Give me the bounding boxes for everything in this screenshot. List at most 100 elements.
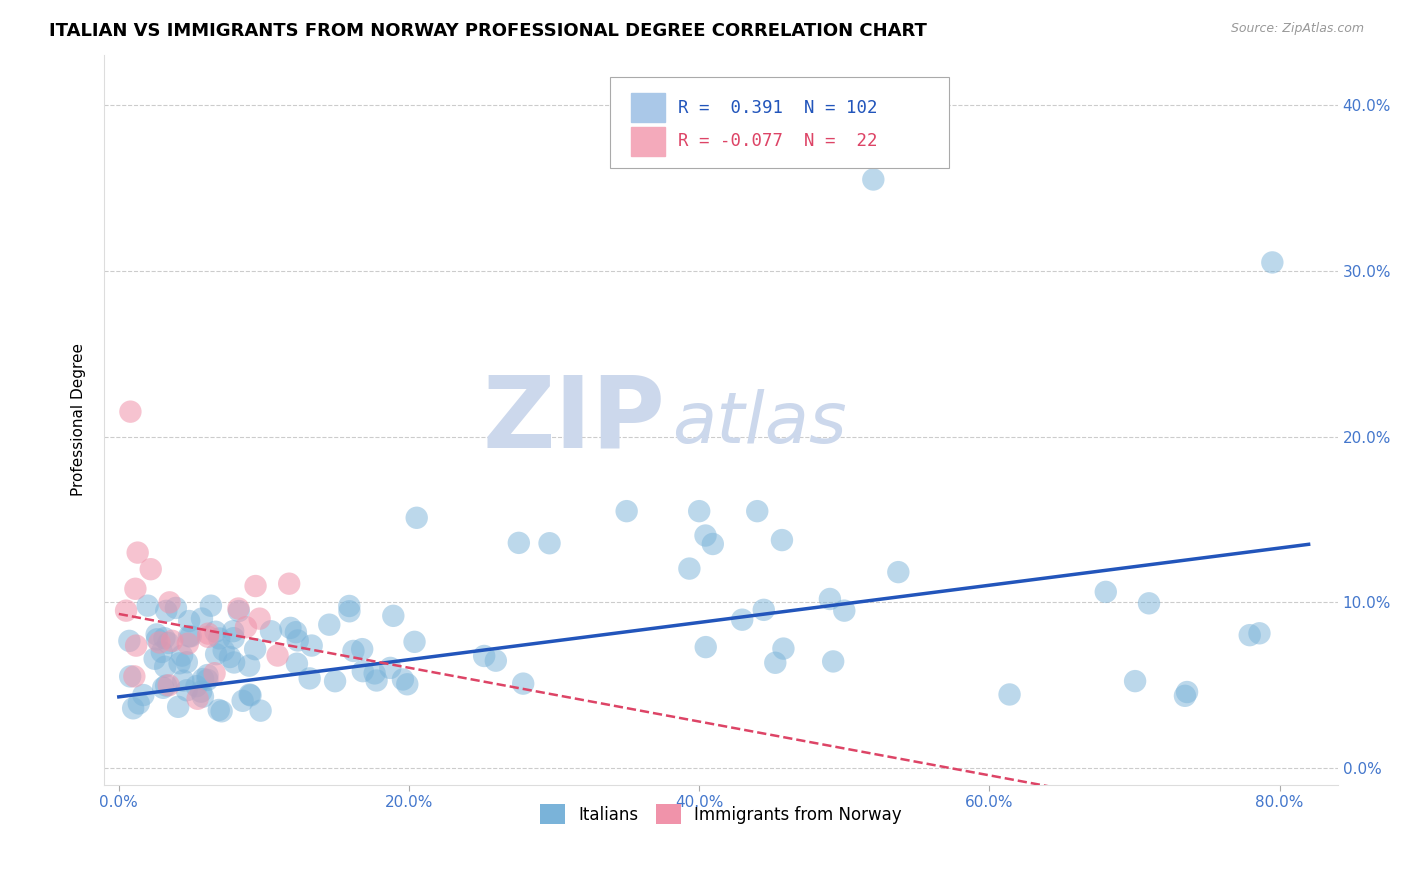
Point [239,689,262,703]
Point [197,668,219,682]
Point [404,635,426,649]
Point [148,635,170,649]
Point [287,633,309,648]
Point [235,620,257,634]
Point [239,688,262,702]
Point [167,699,190,714]
Point [152,681,174,695]
Point [405,510,427,524]
Point [222,656,245,670]
Point [678,561,700,575]
Point [176,683,198,698]
Bar [631,127,665,156]
Point [146,632,169,647]
Point [238,658,260,673]
Point [176,655,198,669]
Point [1261,255,1284,269]
Point [205,647,228,661]
Point [1094,585,1116,599]
FancyBboxPatch shape [610,77,949,169]
Point [222,624,245,639]
Point [249,612,271,626]
Point [366,673,388,688]
Point [1249,626,1271,640]
Point [127,546,149,560]
Point [208,632,231,646]
Point [695,640,717,654]
Point [695,528,717,542]
Text: ZIP: ZIP [482,371,665,468]
Point [337,599,360,613]
Point [165,601,187,615]
Point [1137,596,1160,610]
Point [118,633,141,648]
Point [115,604,138,618]
Point [132,688,155,702]
Point [197,630,219,644]
Point [747,504,769,518]
Point [155,679,177,693]
Point [191,672,214,686]
Point [169,657,191,671]
Point [124,582,146,596]
Point [1123,674,1146,689]
Text: atlas: atlas [672,389,846,458]
Bar [631,93,665,122]
Point [887,565,910,579]
Point [266,648,288,663]
Point [157,636,180,650]
Point [731,613,754,627]
Point [508,536,530,550]
Point [818,592,841,607]
Point [145,627,167,641]
Point [120,669,142,683]
Point [512,676,534,690]
Point [128,697,150,711]
Point [150,645,173,659]
Point [232,694,254,708]
Point [392,673,415,687]
Point [228,604,250,618]
Legend: Italians, Immigrants from Norway: Italians, Immigrants from Norway [534,797,908,831]
Point [538,536,561,550]
Point [179,614,201,628]
Text: R =  0.391  N = 102: R = 0.391 N = 102 [678,99,877,117]
Point [339,604,361,618]
Point [616,504,638,518]
Point [380,661,402,675]
Point [352,664,374,678]
Point [763,656,786,670]
Point [125,639,148,653]
Point [136,599,159,613]
Point [204,624,226,639]
Point [278,576,301,591]
Point [172,673,194,688]
Y-axis label: Professional Degree: Professional Degree [72,343,86,497]
Point [222,631,245,645]
Point [212,643,235,657]
Point [159,595,181,609]
Point [823,655,845,669]
Point [180,629,202,643]
Point [485,654,508,668]
Point [832,604,855,618]
Point [363,666,385,681]
Point [323,674,346,689]
Point [772,641,794,656]
Point [187,691,209,706]
Point [177,629,200,643]
Point [352,642,374,657]
Point [280,621,302,635]
Point [155,604,177,618]
Point [1239,628,1261,642]
Point [284,625,307,640]
Point [688,504,710,518]
Point [197,626,219,640]
Point [862,172,884,186]
Point [122,701,145,715]
Point [249,704,271,718]
Point [191,690,214,704]
Point [301,639,323,653]
Point [157,678,180,692]
Point [153,659,176,673]
